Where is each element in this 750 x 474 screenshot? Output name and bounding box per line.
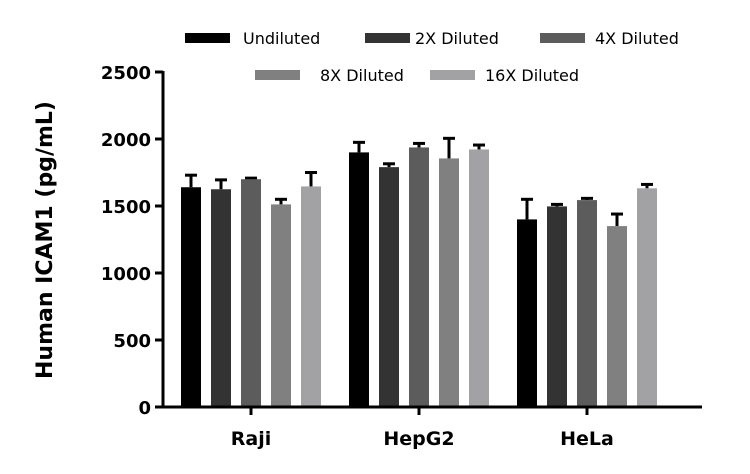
bar-raji-3	[271, 204, 291, 407]
legend-label: 2X Diluted	[415, 29, 499, 48]
bars	[181, 136, 657, 407]
bar-hela-0	[517, 219, 537, 407]
bar-raji-2	[241, 179, 261, 407]
bar-raji-1	[211, 189, 231, 407]
y-axis: 0 500 1000 1500 2000 2500	[101, 63, 165, 419]
bar-hepg2-2	[409, 147, 429, 407]
legend-label: Undiluted	[243, 29, 320, 48]
legend-label: 4X Diluted	[595, 29, 679, 48]
legend-swatch	[430, 70, 475, 80]
y-tick-label: 1000	[101, 264, 151, 285]
y-tick-label: 0	[138, 398, 151, 419]
x-tick-label: HeLa	[560, 428, 614, 450]
bar-hepg2-4	[469, 149, 489, 407]
bar-hela-1	[547, 206, 567, 407]
legend-swatch	[365, 33, 410, 43]
x-tick-label: HepG2	[383, 428, 454, 450]
bar-hepg2-3	[439, 158, 459, 407]
x-axis: Raji HepG2 HeLa	[162, 405, 702, 450]
legend-swatch	[540, 33, 585, 43]
legend-swatch	[255, 70, 300, 80]
bar-hela-2	[577, 200, 597, 407]
bar-hela-3	[607, 226, 627, 407]
y-tick-label: 1500	[101, 197, 151, 218]
y-tick-label: 2500	[101, 63, 151, 84]
bar-hela-4	[637, 188, 657, 407]
bar-raji-4	[301, 186, 321, 407]
legend-label: 16X Diluted	[485, 66, 579, 85]
bar-hepg2-1	[379, 167, 399, 407]
x-tick-label: Raji	[231, 428, 271, 450]
y-tick-label: 500	[113, 331, 151, 352]
bar-hepg2-0	[349, 152, 369, 407]
legend-label: 8X Diluted	[320, 66, 404, 85]
legend: Undiluted 2X Diluted 4X Diluted 8X Diluted 1…	[185, 29, 679, 85]
y-axis-title: Human ICAM1 (pg/mL)	[33, 101, 58, 379]
legend-swatch	[185, 33, 230, 43]
y-tick-label: 2000	[101, 130, 151, 151]
bar-raji-0	[181, 187, 201, 407]
